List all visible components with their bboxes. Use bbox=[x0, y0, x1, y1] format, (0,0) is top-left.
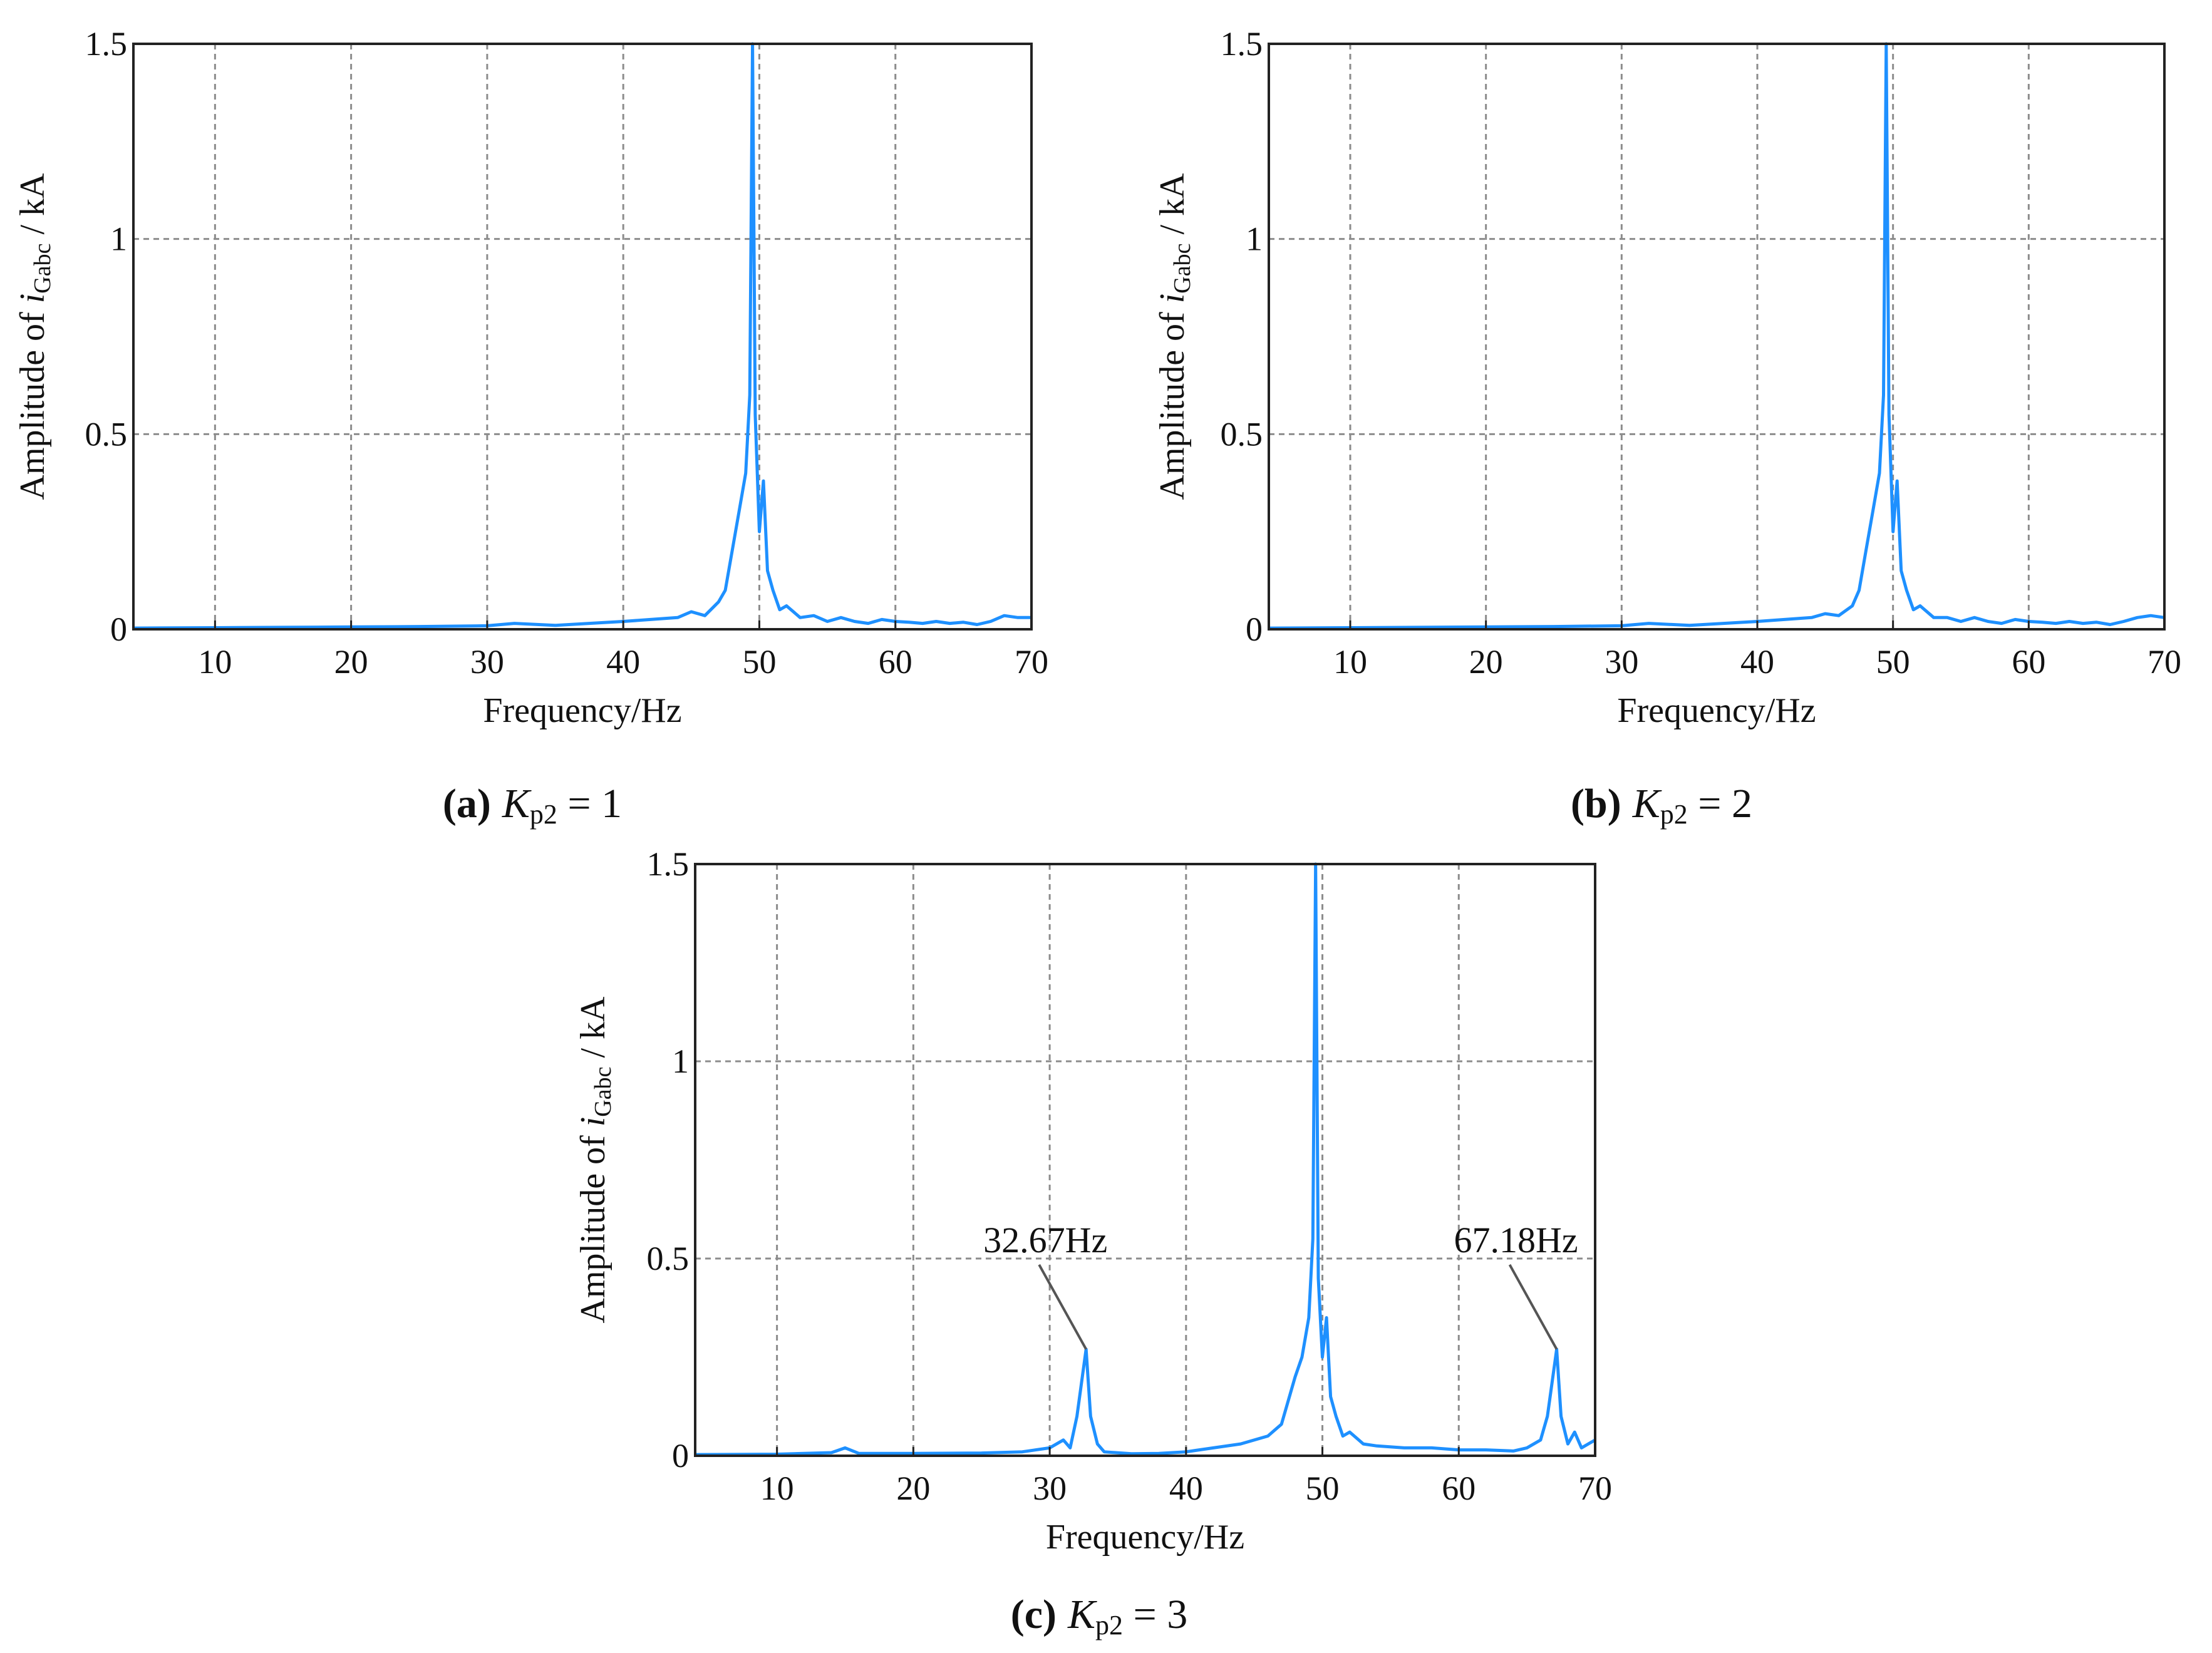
x-tick-label: 20 bbox=[896, 1470, 930, 1507]
x-tick-label: 70 bbox=[1578, 1470, 1612, 1507]
x-tick-label: 20 bbox=[334, 643, 368, 681]
peak-annotation: 67.18Hz bbox=[1454, 1220, 1578, 1260]
x-tick-label: 50 bbox=[742, 643, 776, 681]
x-tick-label: 20 bbox=[1469, 643, 1503, 681]
panel-a: 10 20 30 40 50 60 70 0 0.5 1 1.5 Frequency/Hz Amplit… bbox=[13, 25, 1048, 830]
y-axis-label: Amplitude of iGabc / kA bbox=[574, 996, 616, 1323]
x-tick-label: 10 bbox=[198, 643, 232, 681]
peak-annotation: 32.67Hz bbox=[983, 1220, 1107, 1260]
x-tick-label: 10 bbox=[1333, 643, 1367, 681]
y-tick-label: 0 bbox=[672, 1437, 689, 1475]
panel-caption: (a) Kp2 = 1 bbox=[443, 781, 622, 830]
x-tick-label: 70 bbox=[2147, 643, 2181, 681]
x-tick-label: 30 bbox=[1033, 1470, 1067, 1507]
x-tick-label: 60 bbox=[2012, 643, 2045, 681]
y-tick-label: 0 bbox=[1246, 610, 1263, 648]
y-tick-label: 0.5 bbox=[85, 415, 128, 453]
y-tick-label: 1.5 bbox=[1221, 25, 1263, 63]
y-axis-label: Amplitude of iGabc / kA bbox=[13, 173, 56, 500]
x-tick-label: 60 bbox=[879, 643, 912, 681]
x-axis-label: Frequency/Hz bbox=[1046, 1518, 1244, 1557]
axes-frame bbox=[1268, 43, 2166, 631]
panel-b: 10 20 30 40 50 60 70 0 0.5 1 1.5 Frequency/Hz Amplit… bbox=[1153, 25, 2181, 830]
annotation-leader bbox=[1038, 1264, 1087, 1350]
y-tick-label: 1.5 bbox=[85, 25, 128, 63]
y-tick-label: 0.5 bbox=[1221, 415, 1263, 453]
panel-caption: (c) Kp2 = 3 bbox=[1011, 1592, 1188, 1640]
spectrum-line bbox=[1268, 42, 2165, 630]
x-tick-label: 70 bbox=[1015, 643, 1048, 681]
y-tick-label: 1 bbox=[110, 220, 127, 258]
axes-frame bbox=[694, 863, 1596, 1457]
spectrum-line bbox=[695, 862, 1596, 1456]
spectrum-line bbox=[133, 42, 1031, 630]
x-tick-label: 40 bbox=[1169, 1470, 1203, 1507]
x-tick-label: 50 bbox=[1876, 643, 1910, 681]
x-tick-label: 10 bbox=[760, 1470, 794, 1507]
panel-c: 10 20 30 40 50 60 70 0 0.5 1 1.5 Frequency/Hz Amplit… bbox=[574, 845, 1612, 1640]
panel-caption: (b) Kp2 = 2 bbox=[1571, 781, 1752, 830]
y-tick-label: 1 bbox=[1246, 220, 1263, 258]
x-tick-label: 50 bbox=[1306, 1470, 1340, 1507]
x-tick-label: 40 bbox=[606, 643, 640, 681]
x-tick-label: 60 bbox=[1442, 1470, 1476, 1507]
x-tick-label: 30 bbox=[470, 643, 504, 681]
x-axis-label: Frequency/Hz bbox=[1617, 691, 1816, 730]
y-axis-label: Amplitude of iGabc / kA bbox=[1153, 173, 1196, 500]
y-tick-label: 0.5 bbox=[647, 1240, 690, 1277]
annotation-leader bbox=[1508, 1264, 1558, 1350]
x-axis-label: Frequency/Hz bbox=[483, 691, 681, 730]
x-tick-label: 40 bbox=[1740, 643, 1774, 681]
y-tick-label: 1.5 bbox=[647, 845, 690, 883]
axes-frame bbox=[132, 43, 1033, 631]
x-tick-label: 30 bbox=[1605, 643, 1638, 681]
y-tick-label: 0 bbox=[110, 610, 127, 648]
y-tick-label: 1 bbox=[672, 1043, 689, 1080]
